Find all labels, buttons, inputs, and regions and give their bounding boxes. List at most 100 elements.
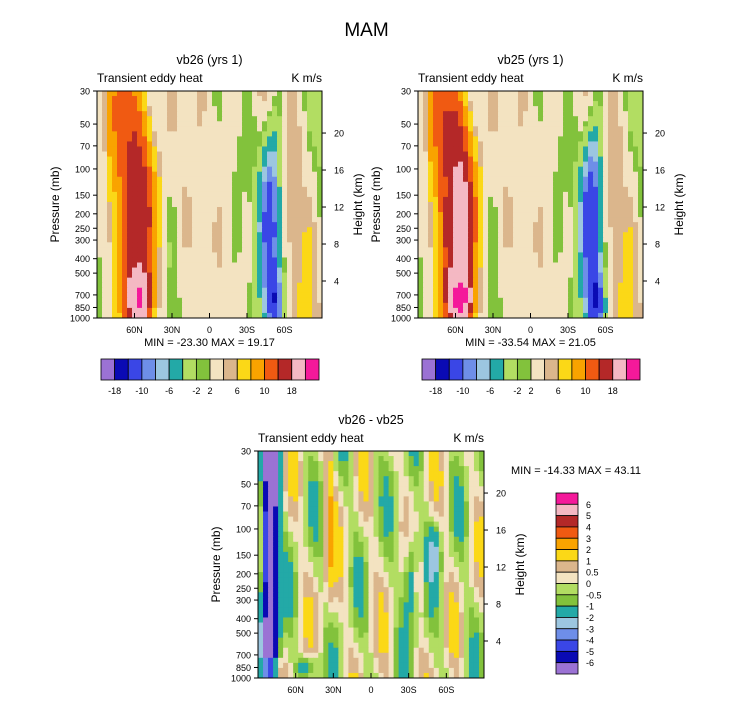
contour-cell [222,247,228,254]
contour-cell [473,191,479,198]
contour-cell [227,292,233,299]
contour-cell [102,166,108,173]
contour-cell [383,511,390,518]
contour-cell [408,496,415,503]
contour-cell [603,297,609,304]
contour-cell [102,212,108,218]
contour-cell [258,476,264,482]
contour-cell [638,277,643,284]
contour-cell [182,292,188,299]
contour-cell [297,116,303,122]
contour-cell [307,217,313,223]
contour-cell [463,451,470,457]
contour-cell [167,176,173,183]
contour-cell [318,496,324,503]
contour-cell [448,252,454,259]
contour-cell [182,217,188,223]
contour-cell [603,302,609,309]
contour-cell [563,282,569,289]
contour-cell [242,232,248,238]
pressure-tick-label: 850 [396,303,411,313]
contour-cell [212,217,218,223]
contour-cell [618,302,624,309]
contour-cell [568,106,574,112]
contour-cell [473,111,479,117]
contour-cell [588,101,594,107]
contour-cell [463,257,469,264]
contour-cell [433,111,439,117]
contour-cell [247,116,253,122]
contour-cell [608,156,614,163]
contour-cell [142,146,148,153]
contour-cell [468,307,474,314]
contour-cell [197,237,203,243]
contour-cell [533,252,539,259]
contour-cell [207,237,213,243]
contour-cell [458,141,464,148]
contour-cell [628,212,634,218]
pressure-tick-label: 30 [80,87,90,97]
contour-cell [598,121,604,127]
contour-cell [523,161,529,168]
contour-cell [608,196,614,203]
contour-cell [368,481,375,487]
contour-cell [227,207,233,213]
latitude-tick-label: 60N [447,325,464,335]
contour-cell [152,201,158,208]
contour-cell [142,186,148,193]
contour-cell [172,101,178,107]
contour-cell [172,242,178,248]
contour-cell [107,111,113,117]
contour-cell [573,121,579,127]
latitude-tick-label: 60S [597,325,613,335]
contour-cell [408,476,415,482]
contour-cell [227,91,233,97]
contour-cell [483,302,489,309]
contour-cell [503,207,509,213]
contour-cell [458,536,465,543]
contour-cell [323,451,329,457]
contour-cell [247,106,253,112]
contour-cell [267,176,273,183]
contour-cell [212,232,218,238]
contour-cell [318,486,324,492]
contour-cell [633,247,639,254]
contour-cell [182,252,188,259]
contour-cell [428,267,434,274]
contour-cell [142,212,148,218]
contour-cell [563,186,569,193]
contour-cell [312,166,318,173]
contour-cell [523,222,529,228]
contour-cell [182,312,188,318]
contour-cell [187,277,193,284]
contour-cell [317,237,322,243]
contour-cell [247,207,253,213]
contour-cell [458,116,464,122]
contour-cell [463,126,469,132]
contour-cell [192,101,198,107]
contour-cell [443,486,450,492]
contour-cell [548,312,554,318]
contour-cell [282,242,288,248]
contour-cell [438,451,445,457]
contour-cell [297,171,303,178]
contour-cell [428,536,435,543]
contour-cell [573,287,579,294]
contour-cell [207,116,213,122]
contour-cell [573,111,579,117]
contour-cell [273,496,279,503]
contour-cell [227,252,233,259]
contour-cell [438,116,444,122]
contour-cell [423,302,429,309]
contour-cell [292,207,298,213]
contour-cell [107,312,113,318]
contour-cell [127,262,133,269]
contour-cell [463,307,469,314]
contour-cell [458,521,465,528]
contour-cell [613,151,619,158]
contour-cell [293,526,299,533]
contour-cell [603,212,609,218]
contour-cell [378,461,385,467]
contour-cell [297,181,303,188]
contour-cell [353,476,360,482]
